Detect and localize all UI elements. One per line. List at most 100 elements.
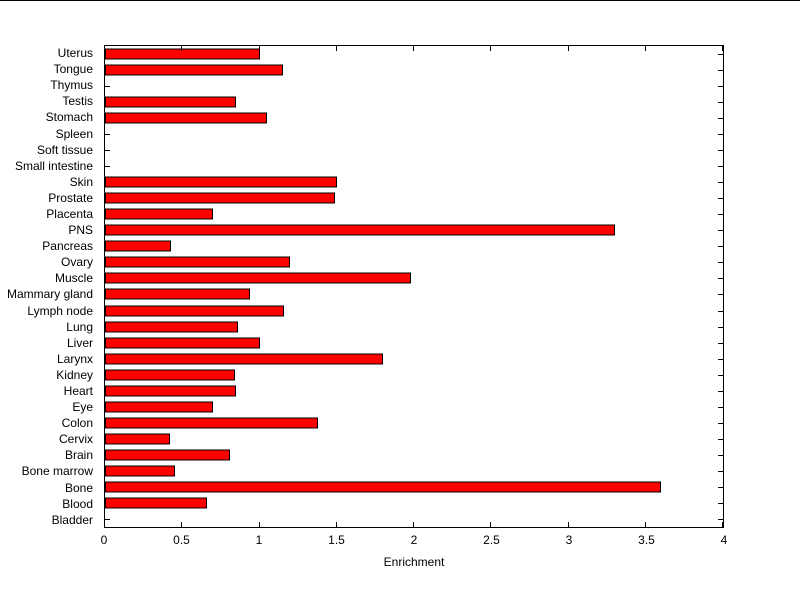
bar	[105, 449, 231, 461]
y-tick	[718, 102, 723, 104]
y-tick	[718, 342, 723, 344]
bar-row	[105, 383, 723, 399]
category-label: Thymus	[50, 78, 93, 93]
x-tick-label: 3	[565, 533, 573, 547]
x-tick	[181, 522, 183, 527]
bar	[105, 96, 237, 108]
bar	[105, 272, 411, 284]
y-tick	[105, 166, 110, 168]
bar	[105, 176, 337, 188]
category-label: Cervix	[58, 432, 93, 447]
y-tick	[718, 118, 723, 120]
y-tick	[105, 518, 110, 520]
x-tick	[490, 46, 492, 51]
bar-row	[105, 351, 723, 367]
x-tick	[258, 522, 260, 527]
category-label: Lymph node	[27, 303, 93, 318]
bar-row	[105, 447, 723, 463]
category-label: Brain	[64, 448, 93, 463]
bar-row	[105, 399, 723, 415]
x-tick-label: 2	[410, 533, 418, 547]
y-tick	[718, 438, 723, 440]
x-tick-label: 4	[720, 533, 728, 547]
y-tick	[105, 150, 110, 152]
x-tick	[335, 522, 337, 527]
y-tick	[718, 470, 723, 472]
y-tick	[718, 134, 723, 136]
category-label: Heart	[63, 384, 93, 399]
y-tick	[718, 262, 723, 264]
y-tick	[718, 294, 723, 296]
category-label: PNS	[68, 223, 93, 238]
bar-row	[105, 431, 723, 447]
y-tick	[718, 486, 723, 488]
y-tick	[105, 86, 110, 88]
x-tick	[644, 522, 646, 527]
bar-row	[105, 511, 723, 527]
category-label: Soft tissue	[36, 142, 93, 157]
y-tick	[718, 230, 723, 232]
y-tick	[718, 70, 723, 72]
bar	[105, 208, 214, 220]
category-label: Ovary	[60, 255, 93, 270]
category-label: Muscle	[54, 271, 93, 286]
bar	[105, 353, 384, 365]
y-tick	[718, 502, 723, 504]
bar-row	[105, 335, 723, 351]
y-tick	[105, 134, 110, 136]
bar	[105, 497, 207, 509]
bar-row	[105, 479, 723, 495]
y-tick	[718, 166, 723, 168]
y-axis-labels: Uterus Tongue Thymus Testis Stomach Spleen Sof…	[0, 45, 99, 528]
y-tick	[718, 246, 723, 248]
bar-row	[105, 158, 723, 174]
bar	[105, 433, 170, 445]
y-tick	[718, 198, 723, 200]
category-label: Blood	[62, 496, 93, 511]
category-label: Uterus	[57, 46, 93, 61]
category-label: Liver	[66, 335, 93, 350]
category-label: Bladder	[51, 512, 93, 527]
y-tick	[718, 54, 723, 56]
bar	[105, 369, 235, 381]
x-tick	[722, 46, 723, 51]
bar	[105, 224, 615, 236]
category-label: Prostate	[48, 190, 93, 205]
bar	[105, 321, 238, 333]
category-label: Lung	[66, 319, 93, 334]
y-tick	[718, 86, 723, 88]
bar-row	[105, 222, 723, 238]
bar	[105, 256, 291, 268]
y-tick	[718, 150, 723, 152]
bar-row	[105, 78, 723, 94]
y-tick	[718, 214, 723, 216]
bar-row	[105, 367, 723, 383]
bar-row	[105, 174, 723, 190]
bar	[105, 481, 662, 493]
bar-row	[105, 270, 723, 286]
bar-row	[105, 46, 723, 62]
bar	[105, 240, 172, 252]
y-tick	[718, 310, 723, 312]
x-tick	[413, 522, 414, 527]
x-tick-label: 1	[255, 533, 263, 547]
bar-row	[105, 238, 723, 254]
category-label: Bone marrow	[21, 464, 93, 479]
bar-row	[105, 126, 723, 142]
category-label: Pancreas	[42, 239, 93, 254]
y-tick	[718, 390, 723, 392]
x-tick	[335, 46, 337, 51]
category-label: Colon	[61, 416, 93, 431]
y-tick	[718, 358, 723, 360]
category-label: Small intestine	[14, 158, 93, 173]
bars-container	[105, 46, 723, 527]
x-tick-label: 3.5	[638, 533, 655, 547]
category-label: Larynx	[56, 351, 93, 366]
x-tick	[104, 46, 105, 51]
x-tick-label: 2.5	[483, 533, 500, 547]
bar	[105, 48, 260, 60]
category-label: Eye	[72, 400, 93, 415]
y-tick	[718, 326, 723, 328]
bar	[105, 337, 260, 349]
category-label: Mammary gland	[6, 287, 93, 302]
